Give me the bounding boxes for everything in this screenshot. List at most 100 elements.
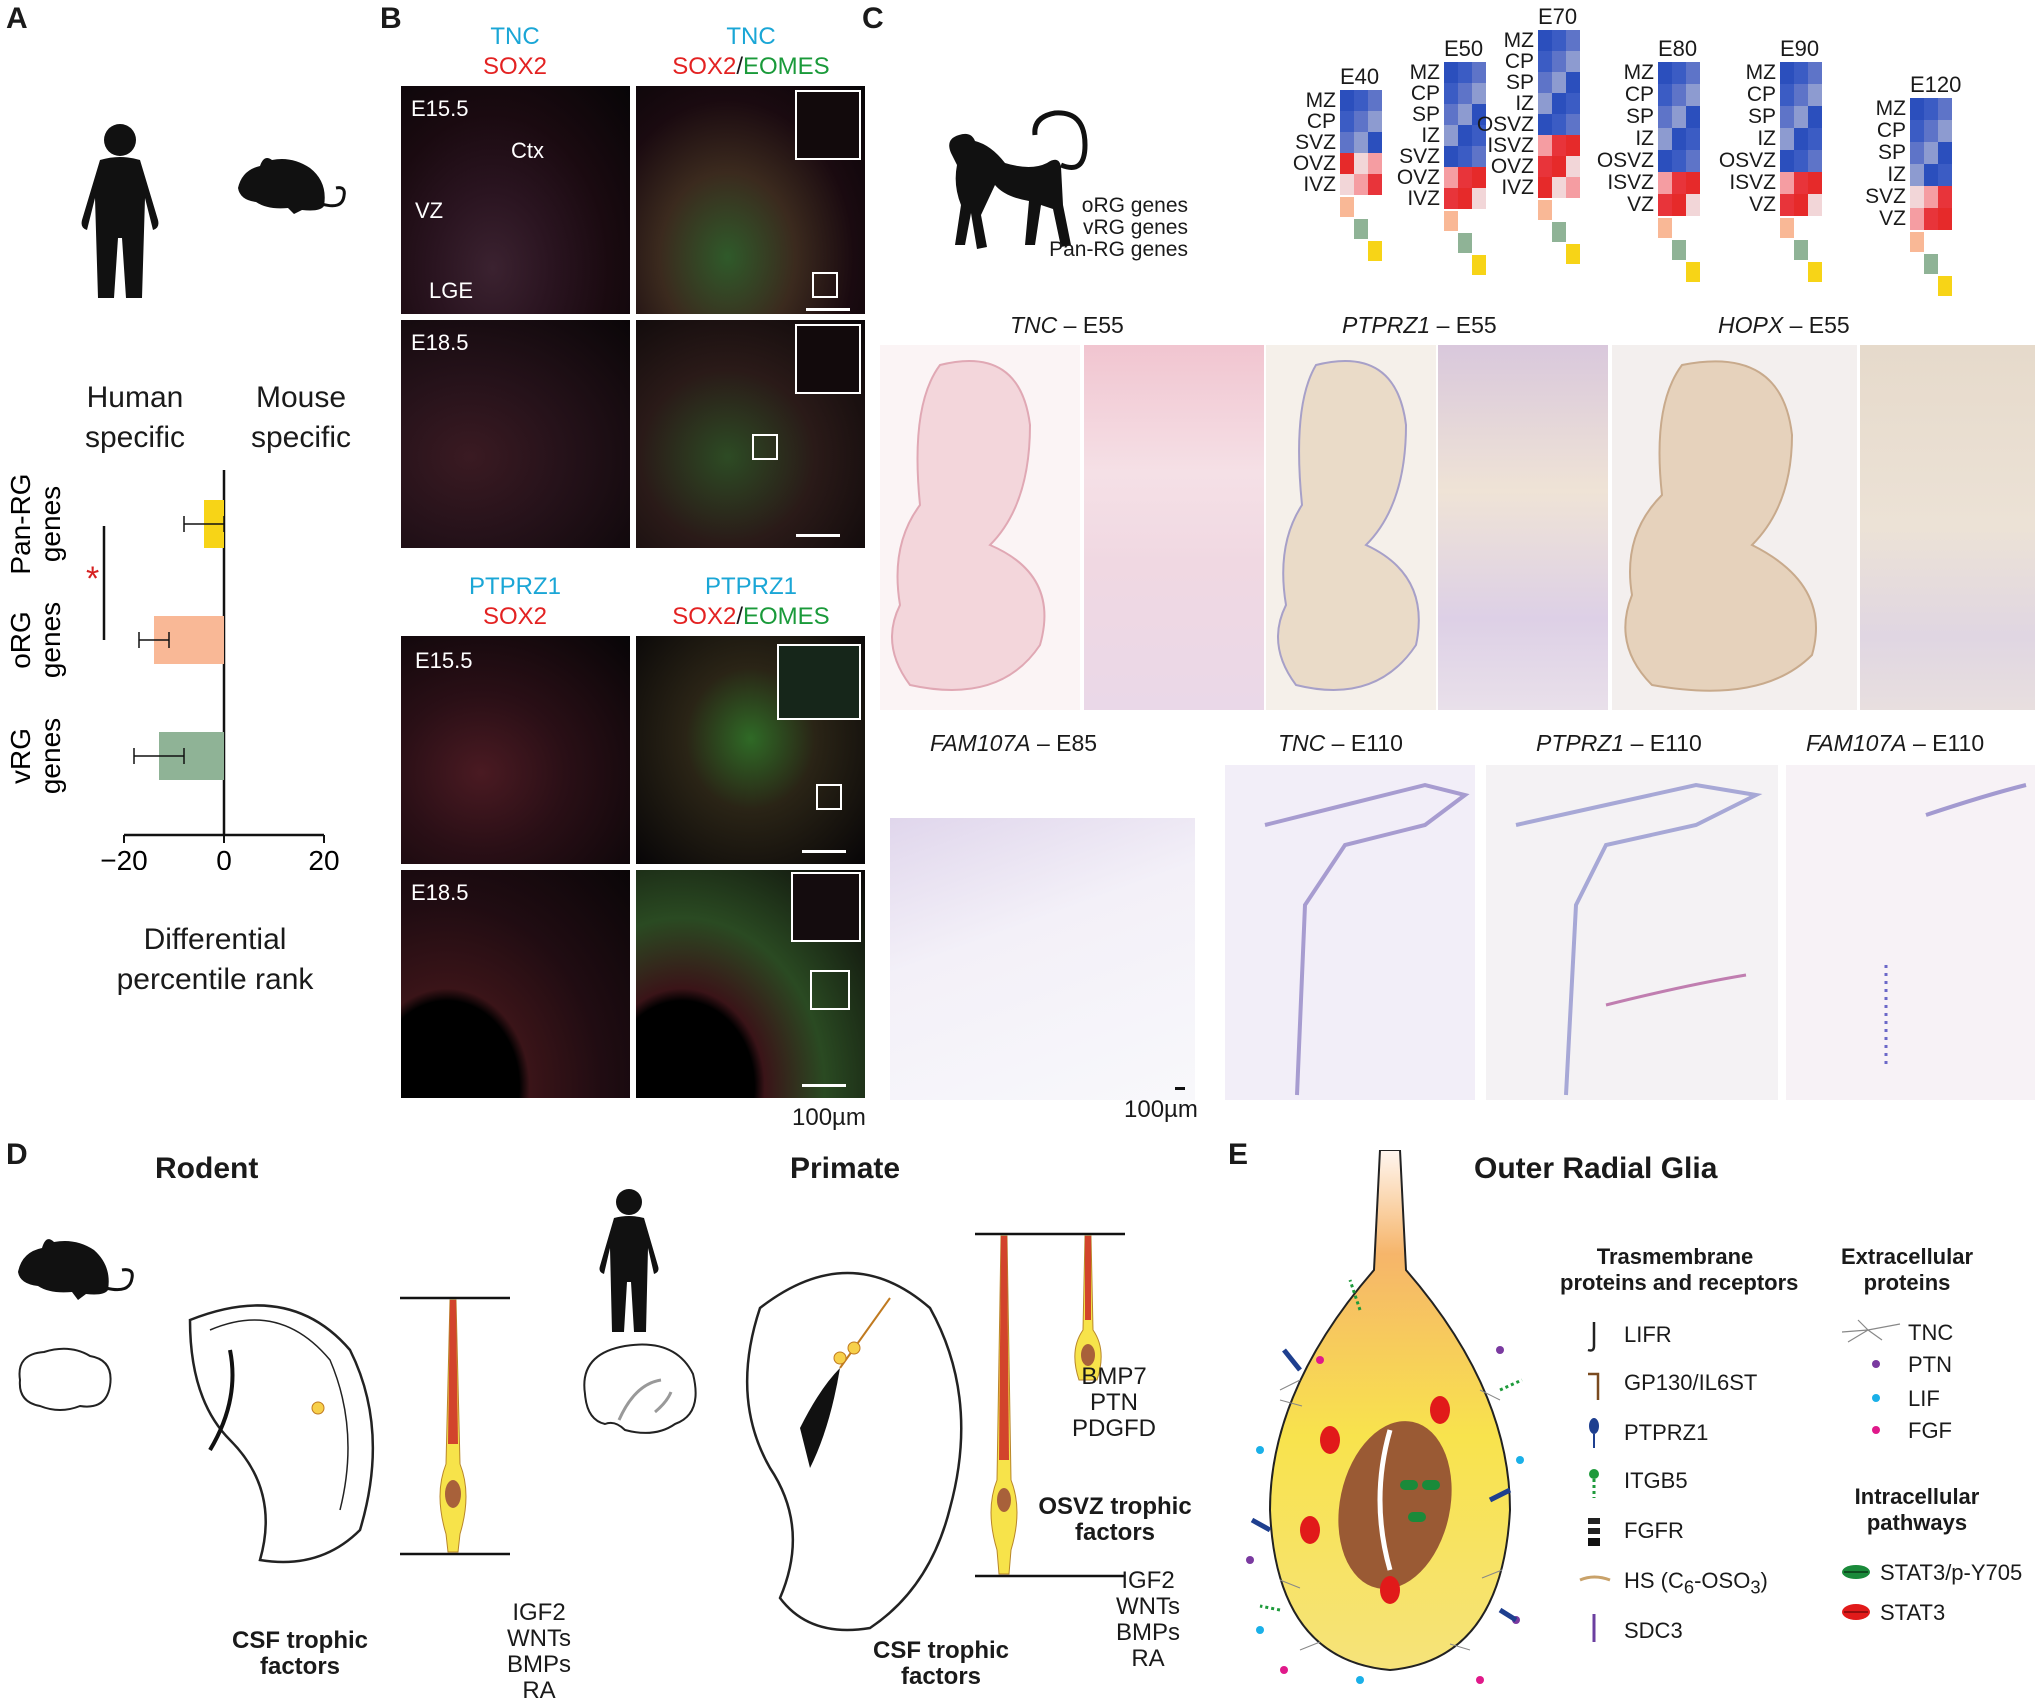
age-label: E18.5 xyxy=(411,330,469,355)
marker-tnc: TNC xyxy=(490,23,540,50)
ec-item-ptn: PTN xyxy=(1908,1352,1952,1377)
marker-ptprz1: PTPRZ1 xyxy=(704,573,797,600)
ish-section-fam107a-e110 xyxy=(1786,765,2035,1100)
category-label-line: vRG xyxy=(5,728,36,784)
stat3-icon xyxy=(1842,1604,1870,1620)
ish-title-fam107a-e85: FAM107A – E85 xyxy=(930,730,1097,757)
factor-pdgfd: PDGFD xyxy=(1072,1415,1156,1442)
osvz-factor-list: BMP7 PTN PDGFD xyxy=(1064,1364,1164,1442)
rodent-brain-icon xyxy=(18,1347,112,1411)
factor-igf2: IGF2 xyxy=(1121,1567,1175,1594)
rodent-title: Rodent xyxy=(155,1152,259,1185)
heatmap-cell xyxy=(1354,153,1368,174)
heatmap-cell xyxy=(1566,114,1580,135)
heatmap-cell xyxy=(1794,62,1808,84)
heatmap-cell xyxy=(1686,84,1700,106)
x-tick-label: 20 xyxy=(308,845,339,870)
heatmap-cell xyxy=(1808,128,1822,150)
heatmap-cell xyxy=(1368,153,1382,174)
zone-label: IZ xyxy=(1757,127,1776,150)
ish-section-ptprz1-e110 xyxy=(1486,765,1778,1100)
heatmap-cell xyxy=(1354,132,1368,153)
heatmap-cell xyxy=(1340,132,1354,153)
zone-label: MZ xyxy=(1409,61,1440,84)
zoom-box xyxy=(752,434,778,460)
zone-label: CP xyxy=(1876,119,1906,142)
tm-item-itgb5: ITGB5 xyxy=(1624,1468,1688,1493)
heatmap-cell xyxy=(1672,150,1686,172)
heatmap-cell xyxy=(1368,90,1382,111)
zone-label: ISVZ xyxy=(1487,134,1534,157)
ec-item-fgf: FGF xyxy=(1908,1418,1952,1443)
ic-heading-line1: Intracellular xyxy=(1854,1484,1980,1509)
tm-heading-line2: proteins and receptors xyxy=(1560,1270,1799,1295)
marker-eomes: EOMES xyxy=(743,603,830,630)
rodent-radial-glia-diagram xyxy=(400,1296,510,1556)
heatmap-cell xyxy=(1458,125,1472,146)
fgf-icon xyxy=(1872,1426,1880,1434)
zone-label: IZ xyxy=(1635,127,1654,150)
ish-title-fam107a-e110: FAM107A – E110 xyxy=(1806,730,1984,757)
heatmap-cell xyxy=(1658,84,1672,106)
hs-sub: 3 xyxy=(1750,1576,1761,1598)
age-label: E18.5 xyxy=(411,880,469,905)
tm-item-sdc3: SDC3 xyxy=(1624,1618,1683,1643)
zone-label: SP xyxy=(1505,71,1534,94)
b-bottom-col2-header: PTPRZ1 SOX2/EOMES xyxy=(636,572,866,632)
confocal-image-e155-eomes xyxy=(636,86,865,314)
lif-icon xyxy=(1872,1394,1880,1402)
heatmap-cell xyxy=(1686,150,1700,172)
heatmap-cell xyxy=(1938,142,1952,164)
heatmap-cell xyxy=(1658,62,1672,84)
gene-set-swatch xyxy=(1794,240,1808,260)
heatmap-cell xyxy=(1686,172,1700,194)
heatmap-cell xyxy=(1472,83,1486,104)
heatmap-cell xyxy=(1672,128,1686,150)
heatmap-cell xyxy=(1910,186,1924,208)
factor-wnts: WNTs xyxy=(507,1625,571,1652)
heatmap-cell xyxy=(1552,177,1566,198)
zone-label: OSVZ xyxy=(1718,149,1776,172)
extracellular-heading: Extracellular proteins xyxy=(1832,1244,1982,1296)
heatmap-cell xyxy=(1472,146,1486,167)
zone-label: IZ xyxy=(1421,124,1440,147)
fgfr-icon xyxy=(1588,1518,1600,1546)
heatmap-cell xyxy=(1340,90,1354,111)
confocal-image-e185-ptprz1-sox2: E18.5 xyxy=(401,870,630,1098)
marker-sox2: SOX2 xyxy=(482,603,548,630)
osvz-label-line2: factors xyxy=(1074,1519,1156,1546)
age: – E55 xyxy=(1783,312,1850,338)
zone-label: CP xyxy=(1410,82,1440,105)
mouse-specific-label: Mouse specific xyxy=(246,378,356,458)
x-tick-label: 0 xyxy=(216,845,232,870)
age: – E55 xyxy=(1057,312,1124,338)
confocal-image-e155-ptprz1-sox2: E15.5 xyxy=(401,636,630,864)
heatmap-cell xyxy=(1472,167,1486,188)
heatmap-cell xyxy=(1910,164,1924,186)
heatmap-cell xyxy=(1472,104,1486,125)
age-label: E15.5 xyxy=(415,648,473,673)
outer-radial-glia-cell-diagram xyxy=(1246,1150,1524,1684)
panel-label-c: C xyxy=(862,2,884,35)
heatmap-cell xyxy=(1566,156,1580,177)
heatmap-cell xyxy=(1566,93,1580,114)
human-specific-label: Human specific xyxy=(80,378,190,458)
heatmap-age-label: E70 xyxy=(1538,4,1578,29)
age: – E85 xyxy=(1030,730,1098,756)
gene-name: HOPX xyxy=(1718,312,1784,338)
gene-set-swatch xyxy=(1780,218,1794,238)
transmembrane-heading: Trasmembrane proteins and receptors xyxy=(1560,1244,1799,1296)
hs-text: HS (C xyxy=(1624,1568,1684,1593)
lifr-icon xyxy=(1587,1322,1596,1352)
x-axis-title-line2: percentile rank xyxy=(116,963,314,996)
gene-set-swatch xyxy=(1538,200,1552,220)
ish-section-tnc-e55 xyxy=(880,345,1080,710)
ish-zoom-ptprz1-e55 xyxy=(1438,345,1608,710)
zone-label: CP xyxy=(1504,50,1534,73)
confocal-image-e155-ptprz1-eomes xyxy=(636,636,865,864)
heatmap-cell xyxy=(1780,172,1794,194)
category-label: Pan-RGgenes xyxy=(5,473,66,574)
gene-name: PTPRZ1 xyxy=(1342,312,1431,338)
panel-label-e: E xyxy=(1228,1138,1249,1171)
factor-igf2: IGF2 xyxy=(512,1599,566,1626)
